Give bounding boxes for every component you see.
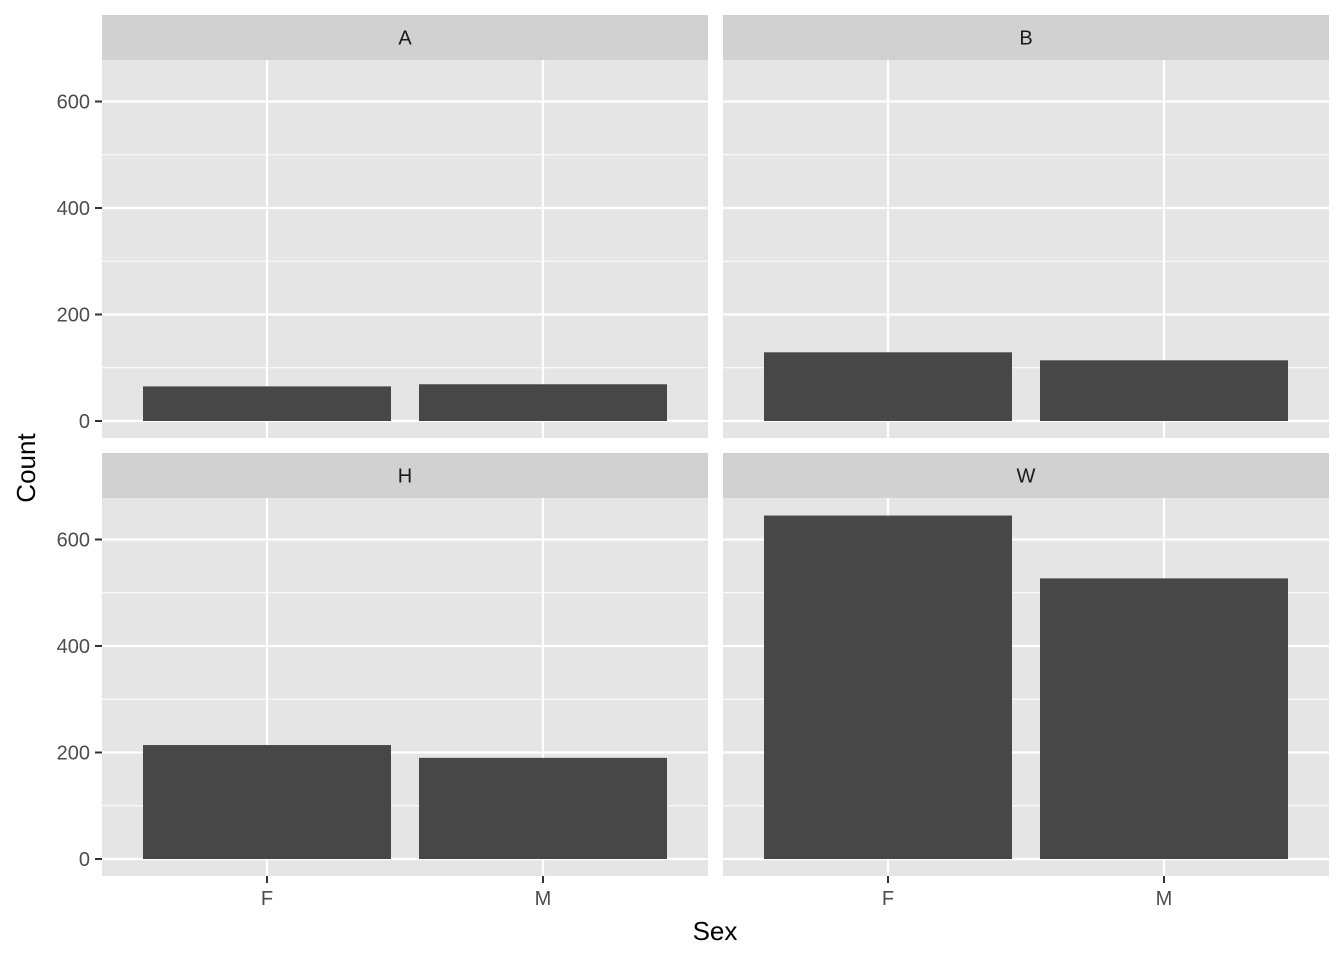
y-tick-label: 0 (79, 411, 90, 433)
y-tick-label: 600 (57, 92, 90, 114)
bar-b-f (764, 352, 1012, 421)
bar-h-m (419, 757, 667, 859)
y-tick-label: 200 (57, 305, 90, 327)
y-tick-label: 600 (57, 530, 90, 552)
facet-panel-b: B (723, 15, 1329, 438)
x-tick-label: F (261, 888, 273, 910)
x-tick-label: M (1156, 888, 1173, 910)
facet-strip (723, 453, 1329, 498)
x-tick-label: M (535, 888, 552, 910)
bar-w-m (1040, 578, 1288, 859)
facet-strip-label: W (1017, 466, 1036, 488)
x-axis-title: Sex (693, 916, 738, 946)
y-axis-title: Count (11, 433, 41, 503)
panel-background (102, 60, 708, 438)
y-tick-label: 200 (57, 743, 90, 765)
bar-b-m (1040, 360, 1288, 421)
bar-a-m (419, 384, 667, 421)
bar-a-f (143, 386, 391, 421)
facet-panel-w: W F M (723, 453, 1329, 910)
x-tick-label: F (882, 888, 894, 910)
facet-panels: A 0 200 400 600 B H 0 200 400 600 F M W F M (57, 15, 1329, 910)
facet-strip-label: A (398, 28, 412, 50)
y-tick-label: 0 (79, 849, 90, 871)
facet-strip (102, 453, 708, 498)
facet-strip (723, 15, 1329, 60)
facet-strip-label: H (398, 466, 412, 488)
facet-strip (102, 15, 708, 60)
y-tick-label: 400 (57, 636, 90, 658)
bar-w-f (764, 515, 1012, 859)
bar-h-f (143, 745, 391, 859)
facet-strip-label: B (1019, 28, 1032, 50)
facet-panel-h: H 0 200 400 600 F M (57, 453, 708, 910)
facet-panel-a: A 0 200 400 600 (57, 15, 708, 438)
y-tick-label: 400 (57, 198, 90, 220)
